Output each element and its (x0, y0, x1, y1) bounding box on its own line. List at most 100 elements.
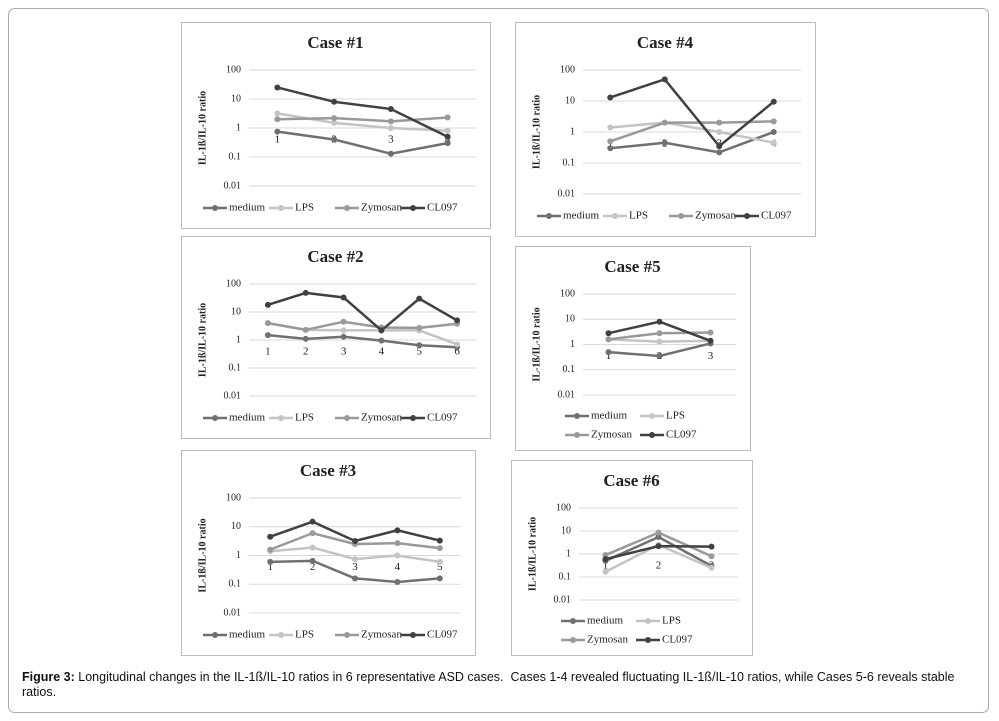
x-tick-label: 6 (454, 346, 460, 358)
x-tick-label: 3 (708, 350, 714, 362)
data-point (394, 527, 401, 534)
data-point (716, 129, 723, 135)
data-point (605, 330, 612, 337)
data-point (436, 537, 443, 544)
data-point (340, 327, 347, 334)
y-tick-label: 10 (565, 95, 575, 106)
data-point (264, 332, 271, 339)
x-tick-label: 5 (437, 561, 443, 573)
y-tick-label: 0.1 (563, 364, 576, 375)
data-point (340, 294, 347, 301)
data-point (309, 530, 316, 537)
legend-marker (649, 432, 655, 438)
series-line (267, 291, 458, 333)
y-tick-label: 0.01 (224, 390, 242, 401)
legend-marker (570, 637, 576, 643)
legend-label: LPS (295, 412, 314, 424)
data-point (416, 295, 423, 302)
data-point (352, 575, 358, 582)
data-point (309, 544, 316, 551)
legend-marker (344, 205, 350, 211)
x-tick-label: 2 (656, 560, 662, 572)
chart-title: Case #4 (637, 33, 694, 52)
legend-marker (649, 413, 655, 419)
data-point (387, 106, 394, 113)
data-point (770, 129, 777, 135)
legend-marker (212, 632, 218, 638)
series-line (610, 130, 775, 154)
chart-title: Case #5 (604, 257, 660, 276)
caption-text: Longitudinal changes in the IL-1ß/IL-10 … (22, 670, 958, 699)
legend-marker (645, 637, 651, 643)
x-tick-label: 3 (388, 134, 394, 146)
legend-label: Zymosan (361, 629, 402, 641)
legend-marker (744, 213, 750, 219)
data-point (416, 342, 423, 349)
data-point (607, 138, 614, 145)
legend-marker (612, 213, 618, 219)
data-point (708, 553, 715, 560)
data-point (340, 318, 347, 325)
series-line (267, 333, 458, 349)
data-point (716, 143, 723, 150)
legend-marker (212, 415, 218, 421)
legend-label: Zymosan (591, 429, 632, 441)
data-point (352, 537, 358, 544)
legend-label: CL097 (427, 202, 458, 214)
panel-border (181, 22, 491, 229)
legend-label: medium (229, 629, 265, 641)
y-tick-label: 0.01 (558, 188, 576, 199)
data-point (444, 133, 451, 140)
x-tick-label: 5 (417, 346, 423, 358)
legend-label: CL097 (761, 210, 792, 222)
legend-label: LPS (295, 629, 314, 641)
data-point (607, 124, 614, 131)
legend-marker (645, 618, 651, 624)
data-point (602, 556, 609, 563)
legend-label: LPS (629, 210, 648, 222)
legend-marker (570, 618, 576, 624)
legend-marker (546, 213, 552, 219)
data-point (655, 529, 662, 536)
legend-marker (278, 415, 284, 421)
y-tick-label: 1 (566, 548, 571, 559)
series-line (277, 86, 449, 138)
data-point (605, 336, 612, 343)
y-axis-label: IL-1ß/IL-10 ratio (197, 91, 208, 165)
data-point (655, 533, 662, 540)
data-point (309, 557, 316, 564)
data-point (331, 115, 338, 122)
data-point (707, 329, 714, 336)
data-point (267, 558, 274, 565)
legend-marker (344, 632, 350, 638)
data-point (716, 149, 723, 156)
data-point (387, 150, 394, 157)
data-point (394, 578, 401, 585)
legend-marker (212, 205, 218, 211)
data-point (602, 568, 609, 575)
data-point (274, 84, 281, 91)
data-point (707, 337, 714, 344)
y-tick-label: 0.01 (558, 389, 576, 400)
data-point (416, 324, 423, 331)
panel-border (515, 246, 751, 451)
data-point (264, 320, 271, 327)
data-point (274, 128, 281, 135)
legend-marker (410, 632, 416, 638)
data-point (656, 338, 663, 345)
legend-label: Zymosan (361, 412, 402, 424)
chart-panel: Case #1IL-1ß/IL-10 ratio0.010.1110100123… (181, 22, 491, 229)
series-line (610, 121, 774, 144)
data-point (655, 543, 662, 550)
y-tick-label: 100 (226, 492, 241, 503)
x-tick-label: 2 (310, 561, 316, 573)
y-axis-label: IL-1ß/IL-10 ratio (197, 303, 208, 377)
legend-label: CL097 (666, 429, 697, 441)
y-tick-label: 0.1 (229, 579, 242, 590)
y-tick-label: 10 (231, 93, 241, 104)
data-point (302, 289, 309, 296)
legend-label: LPS (662, 615, 681, 627)
y-tick-label: 10 (231, 521, 241, 532)
legend-label: CL097 (662, 634, 693, 646)
y-tick-label: 0.1 (229, 151, 242, 162)
